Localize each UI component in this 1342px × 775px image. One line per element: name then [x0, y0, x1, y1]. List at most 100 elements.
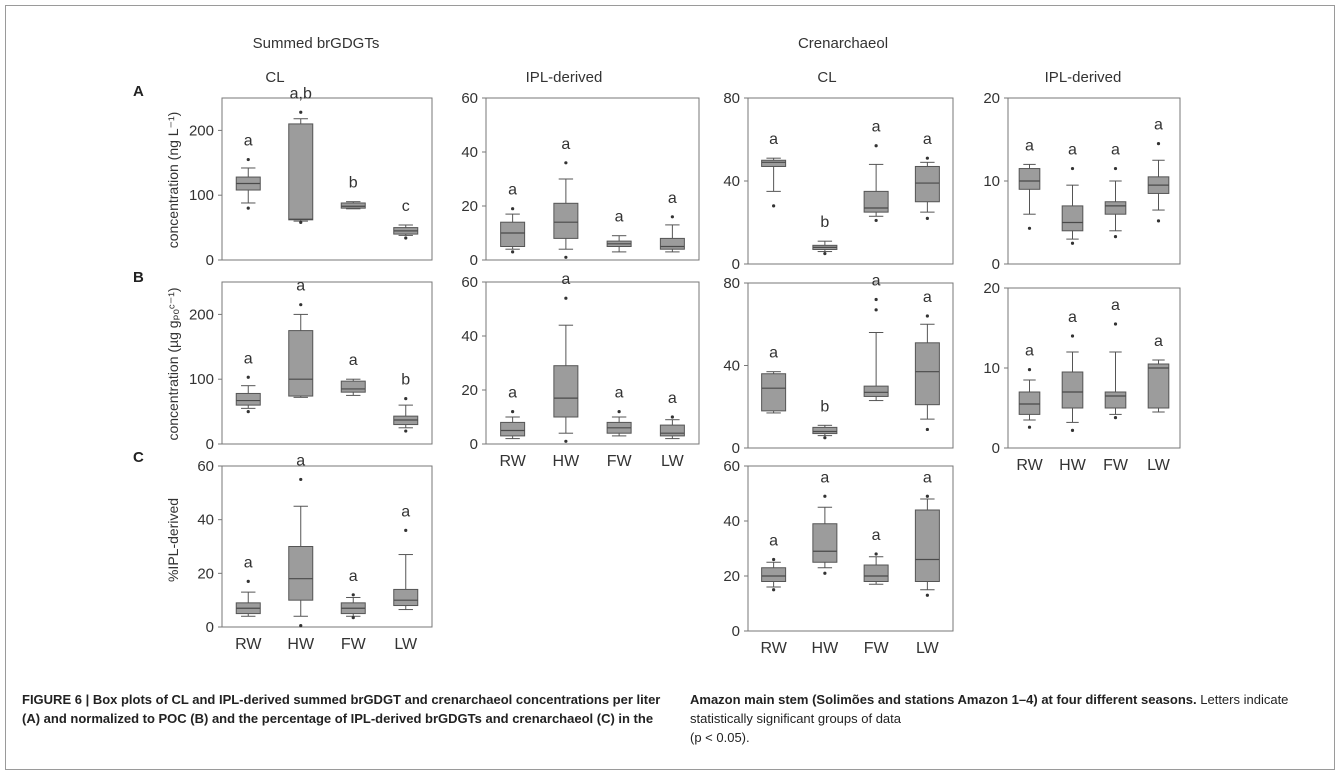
y-tick-label: 0 — [992, 256, 1000, 273]
significance-letter: c — [402, 198, 410, 215]
caption-right-normal: Letters indicate statistically significa… — [690, 692, 1289, 726]
box-FW: a — [1104, 297, 1127, 420]
figure-caption-right: Amazon main stem (Solimões and stations … — [690, 690, 1330, 747]
flier-point — [1027, 368, 1032, 372]
box-RW: a — [235, 133, 261, 210]
box-LW: a — [1147, 117, 1170, 223]
y-tick-label: 200 — [189, 306, 214, 323]
significance-letter: a — [615, 385, 624, 402]
y-tick-label: 80 — [723, 275, 740, 292]
significance-letter: a — [615, 209, 624, 226]
box-FW: b — [340, 175, 366, 210]
box-LW: a — [659, 190, 685, 253]
flier-point — [1070, 166, 1075, 171]
flier-point — [564, 439, 568, 443]
flier-point — [1156, 142, 1161, 146]
significance-letter: a — [769, 533, 778, 550]
y-tick-label: 40 — [461, 144, 478, 161]
y-tick-label: 0 — [732, 440, 740, 457]
y-tick-label: 20 — [723, 568, 740, 585]
box-HW: b — [812, 398, 838, 440]
box-iqr — [553, 365, 579, 418]
flier-point — [1027, 226, 1032, 230]
y-tick-label: 0 — [732, 623, 740, 640]
box-iqr — [1147, 363, 1170, 409]
box-iqr — [761, 567, 787, 582]
flier-point — [299, 624, 303, 628]
flier-point — [1027, 425, 1032, 429]
box-iqr — [812, 426, 838, 435]
significance-letter: a,b — [290, 85, 312, 102]
sub-header-br-cl: CL — [265, 69, 284, 86]
y-tick-label: 100 — [189, 187, 214, 204]
box-iqr — [863, 385, 889, 397]
y-tick-label: 20 — [461, 382, 478, 399]
flier-point — [351, 616, 355, 620]
box-iqr — [1061, 205, 1084, 232]
y-tick-label: 20 — [197, 565, 214, 582]
box-LW: a — [914, 289, 940, 432]
panel-frame — [485, 281, 700, 445]
flier-point — [511, 250, 515, 254]
y-tick-label: 20 — [983, 280, 1000, 297]
y-tick-label: 100 — [189, 371, 214, 388]
y-label-row-b: concentration (µg gₚₒᶜ⁻¹) — [165, 287, 181, 440]
significance-letter: a — [244, 350, 253, 367]
significance-letter: a — [1068, 142, 1077, 159]
flier-point — [670, 415, 674, 419]
box-iqr — [1018, 391, 1041, 415]
significance-letter: a — [508, 182, 517, 199]
significance-letter: a — [244, 554, 253, 571]
x-tick-label: LW — [916, 640, 940, 657]
y-tick-label: 40 — [461, 328, 478, 345]
flier-point — [299, 220, 303, 225]
box-LW: a — [659, 390, 685, 440]
y-tick-label: 10 — [983, 173, 1000, 190]
x-tick-label: HW — [553, 453, 581, 470]
significance-letter: a — [1154, 333, 1163, 350]
panel-brA_IPL: 0 20 40 60 a a a a — [461, 90, 700, 269]
box-LW: a — [1147, 333, 1170, 413]
flier-point — [874, 218, 878, 223]
box-iqr — [1061, 371, 1084, 409]
box-iqr — [761, 159, 787, 167]
significance-letter: a — [769, 345, 778, 362]
y-tick-label: 0 — [206, 436, 214, 453]
box-LW: a — [914, 469, 940, 597]
flier-point — [925, 156, 929, 160]
box-RW: a — [1018, 137, 1041, 230]
figure-frame — [5, 5, 1335, 770]
significance-letter: a — [769, 131, 778, 148]
box-RW: a — [235, 350, 261, 414]
x-tick-label: LW — [661, 453, 685, 470]
box-iqr — [1104, 391, 1127, 409]
flier-point — [823, 252, 827, 256]
box-HW: a — [1061, 309, 1084, 432]
panel-crB_IPL: 0 10 20 a RW a HW a FW a LW — [983, 280, 1181, 474]
row-label-b: B — [133, 269, 144, 286]
panel-frame — [485, 97, 700, 261]
box-iqr — [288, 330, 314, 397]
flier-point — [404, 397, 408, 401]
x-tick-label: FW — [341, 636, 367, 653]
significance-letter: a — [923, 289, 932, 306]
flier-point — [351, 593, 355, 597]
y-tick-label: 0 — [470, 252, 478, 269]
group-header-brgdgt: Summed brGDGTs — [253, 35, 380, 52]
box-iqr — [393, 588, 419, 607]
box-FW: a — [606, 385, 632, 437]
panel-crA_IPL: 0 10 20 a a a a — [983, 90, 1181, 273]
flier-point — [925, 593, 929, 597]
box-iqr — [1018, 168, 1041, 190]
box-FW: a — [606, 209, 632, 253]
significance-letter: a — [1068, 309, 1077, 326]
flier-point — [874, 552, 878, 556]
box-FW: a — [863, 273, 889, 402]
box-iqr — [761, 373, 787, 412]
box-iqr — [340, 380, 366, 393]
box-iqr — [288, 123, 314, 221]
y-tick-label: 40 — [723, 173, 740, 190]
x-tick-label: LW — [1147, 457, 1171, 474]
box-iqr — [340, 202, 366, 209]
box-HW: a — [288, 278, 314, 398]
